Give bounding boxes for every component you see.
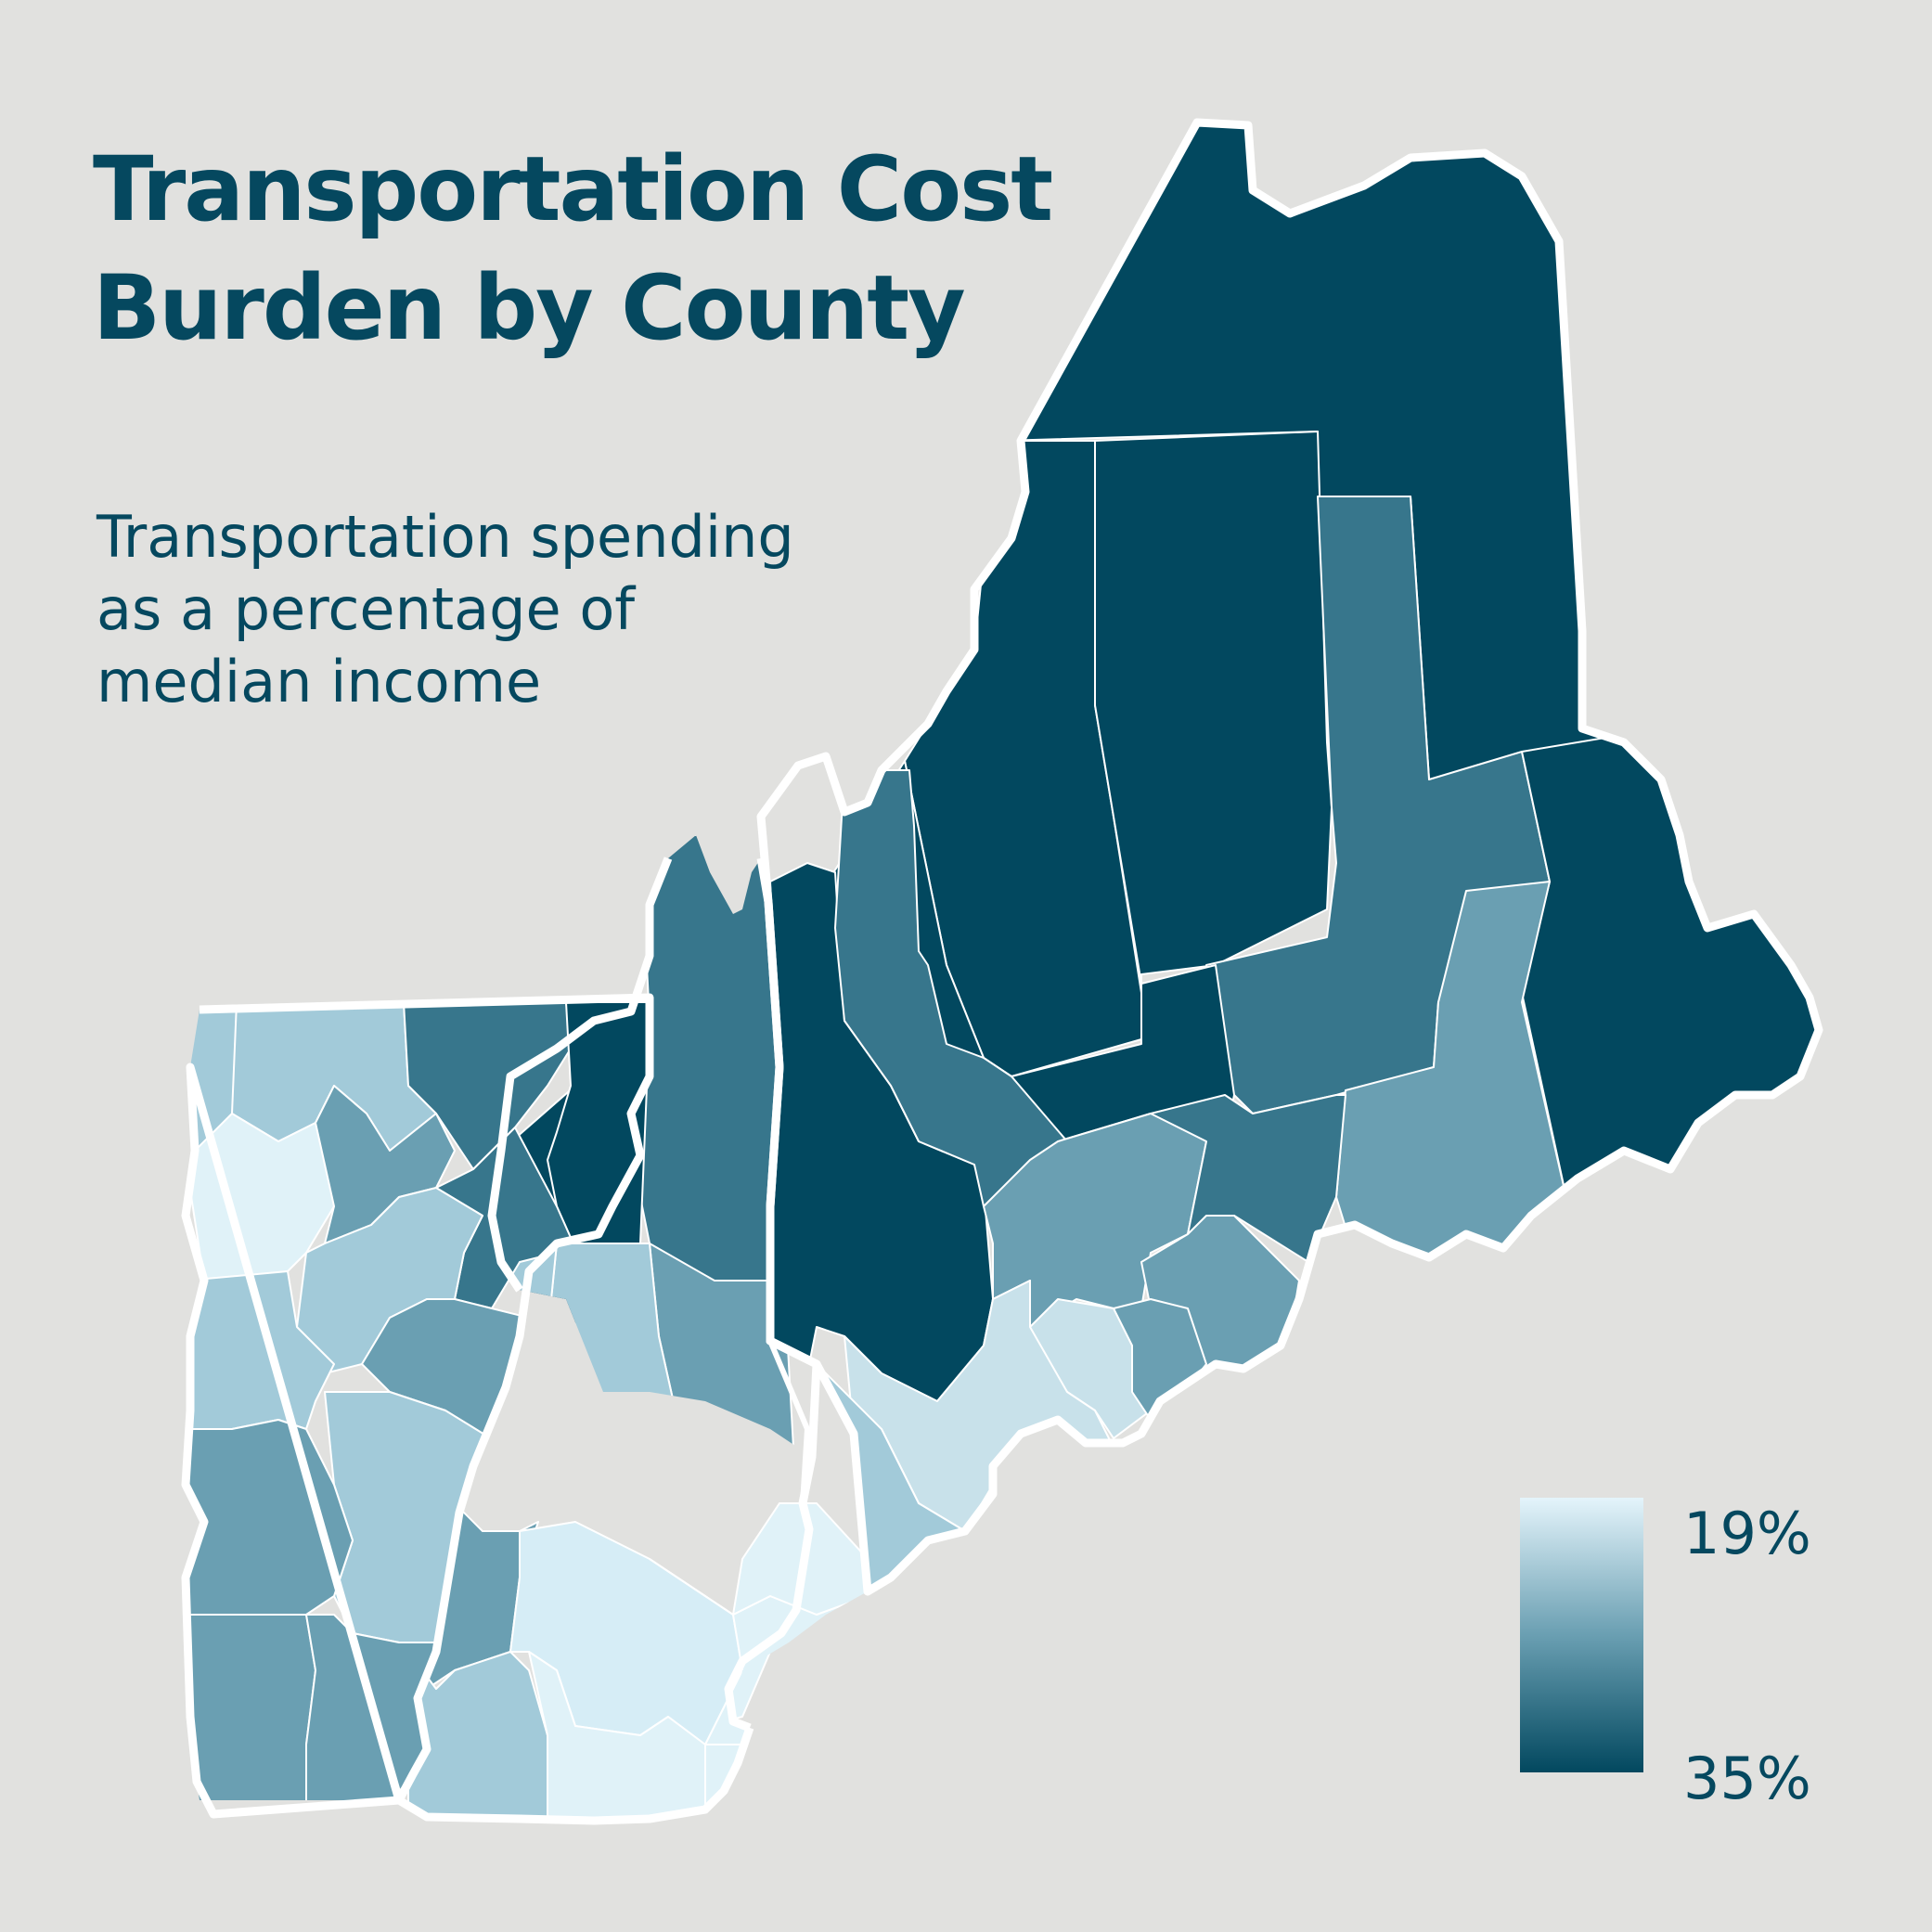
county-hampshire (407, 1651, 548, 1821)
map-subtitle-line-1: Transportation spending (97, 503, 794, 571)
map-subtitle-line-3: median income (97, 648, 542, 715)
vermont-outline (181, 993, 754, 1825)
county-rutland (186, 1419, 354, 1616)
map-subtitle: Transportation spending as a percentage … (97, 501, 932, 718)
map-title-line-1: Transportation Cost (93, 137, 1053, 241)
maine-nh-border (766, 901, 811, 1504)
county-lamoille (315, 1085, 456, 1244)
map-title-line-2: Burden by County (93, 256, 966, 360)
massachusetts-counties (407, 1502, 868, 1821)
maine-outline (756, 118, 1823, 1596)
legend-min-label: 19% (1683, 1500, 1811, 1567)
maine-counties (769, 122, 1819, 1591)
county-bennington (186, 1614, 316, 1800)
map-subtitle-line-2: as a percentage of (97, 575, 636, 643)
county-hampden (528, 1651, 706, 1821)
legend-max-label: 35% (1683, 1745, 1811, 1812)
legend-gradient-bar (1520, 1498, 1643, 1772)
county-piscataquis (1094, 431, 1333, 985)
map-title: Transportation Cost Burden by County (93, 130, 1114, 367)
